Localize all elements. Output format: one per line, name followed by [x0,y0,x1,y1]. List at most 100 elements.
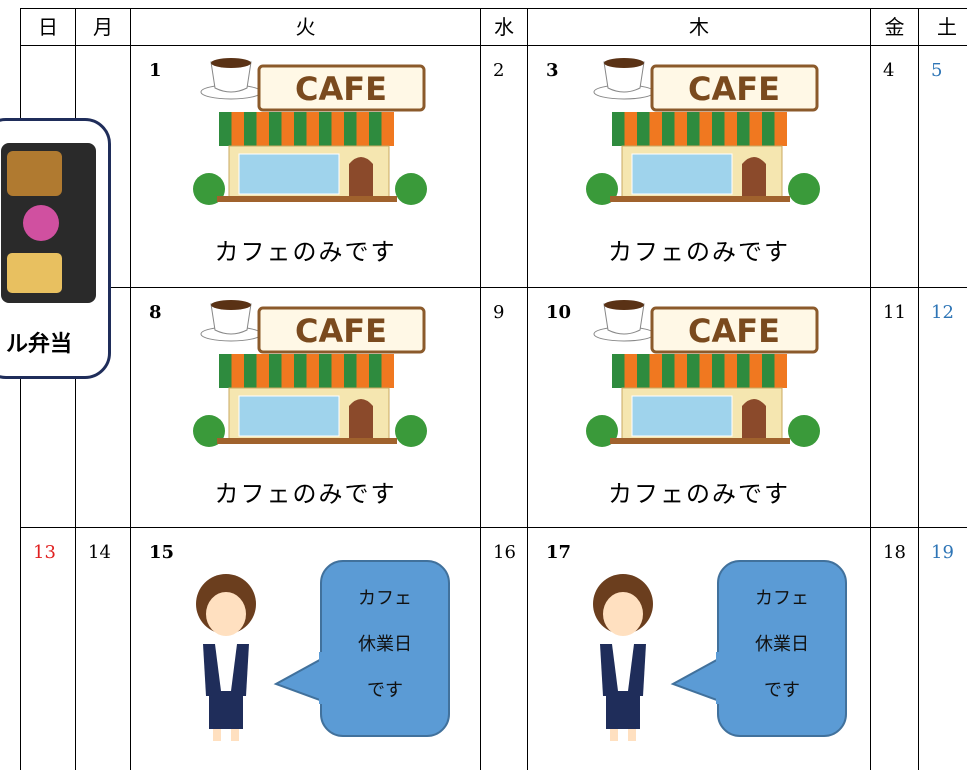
awning-stripe [724,112,737,146]
day-cell: 8 CAFE カフェのみです [130,287,480,527]
bento-image [1,143,96,303]
bush [394,173,427,205]
day-cell: 19 [918,527,967,770]
illustration-part [603,303,645,335]
door [348,399,373,438]
day-header: 火 [130,8,480,45]
awning-stripe [268,112,281,146]
awning-stripe [762,354,775,388]
bush [788,415,820,447]
day-cell: 14 [75,527,130,770]
day-header: 水 [480,8,527,45]
awning-stripe [774,112,787,146]
date: 16 [493,542,516,563]
ground [610,438,790,444]
date: 15 [149,542,175,563]
note: カフェのみです [608,480,790,508]
awning-stripe [687,354,700,388]
coffee-cup [593,300,655,342]
bubble-text: 休業日 [358,634,412,655]
cafe-sign-text: CAFE [688,70,780,108]
awning-stripe [306,354,319,388]
awning-stripe [368,354,381,388]
face [206,592,246,636]
day-cell: 15 カフェ 休業日 です [130,527,480,770]
date: 14 [88,542,111,563]
face [603,592,643,636]
window [631,153,733,195]
awning-stripe [687,112,700,146]
awning-stripe [649,112,662,146]
date: 9 [493,302,505,323]
awning-stripe [306,112,319,146]
awning-stripe [268,354,281,388]
cafe-illustration: CAFE [586,300,820,447]
note: カフェのみです [214,480,397,508]
bento-food [7,253,62,293]
day-header: 土 [918,8,967,45]
awning-stripe [762,112,775,146]
date: 4 [883,60,895,81]
day-cell: 5 [918,45,967,287]
awning-stripe [749,354,762,388]
awning-stripe [256,112,269,146]
awning-stripe [612,354,625,388]
leg [213,729,221,741]
awning-stripe [637,112,650,146]
awning-stripe [331,112,344,146]
awning-stripe [381,354,394,388]
date: 11 [883,302,906,323]
awning-stripe [243,112,256,146]
awning-stripe [612,112,625,146]
awning-stripe [356,354,369,388]
illustration-part [196,574,256,741]
awning-stripe [637,354,650,388]
day-cell: 11 [870,287,918,527]
awning-stripe [749,112,762,146]
awning-stripe [218,112,231,146]
awning-stripe [256,354,269,388]
awning-stripe [699,354,712,388]
day-cell: 3 CAFE カフェのみです [527,45,870,287]
day-cell: 13 [20,527,75,770]
awning-stripe [343,112,356,146]
day-cell: 2 [480,45,527,287]
coffee-cup [200,300,261,342]
date: 5 [931,60,943,81]
window [238,153,339,195]
date: 3 [546,60,559,81]
awning-stripe [674,112,687,146]
illustration-part [604,58,644,68]
popup-label: ル弁当 [5,332,72,357]
awning-stripe [662,112,675,146]
leg [610,729,618,741]
door [742,157,766,196]
leg [628,729,636,741]
cafe-illustration: CAFE [586,58,820,205]
day-cell: 16 [480,527,527,770]
day-cell: 12 [918,287,967,527]
speech-bubble [320,560,450,737]
bubble-text: カフェ [358,588,412,609]
skirt [209,694,243,729]
awning-stripe [281,354,294,388]
cafe-sign [650,64,819,112]
awning-stripe [674,354,687,388]
awning-stripe [318,354,331,388]
leg [231,729,239,741]
door [742,399,766,438]
awning-stripe [699,112,712,146]
bubble-text: 休業日 [755,634,809,655]
awning-stripe [381,112,394,146]
date: 13 [33,542,56,563]
awning-stripe [712,112,725,146]
bush [394,415,427,447]
day-header: 金 [870,8,918,45]
cafe-illustration: CAFE [192,58,427,205]
note: カフェのみです [214,238,397,266]
cafe-sign-text: CAFE [688,312,780,350]
skirt [606,694,640,729]
bento-food [23,205,59,241]
speech-bubble [717,560,847,737]
